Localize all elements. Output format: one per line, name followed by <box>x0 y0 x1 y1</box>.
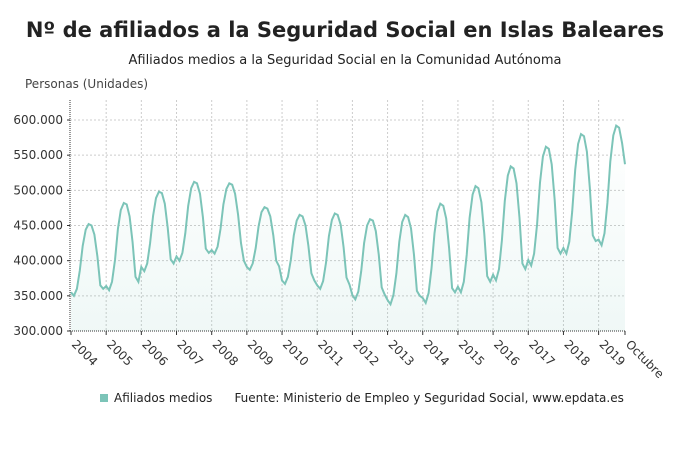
y-tick-label: 350.000 <box>13 289 63 303</box>
y-tick-label: 550.000 <box>13 148 63 162</box>
y-tick-label: 400.000 <box>13 254 63 268</box>
series-line-afiliados-medios <box>70 123 626 307</box>
chart-title: Nº de afiliados a la Seguridad Social en… <box>25 18 665 42</box>
x-tick-label: 2006 <box>139 337 170 368</box>
x-tick-label: Octubre <box>623 337 667 381</box>
legend-swatch <box>100 394 108 402</box>
source-text: Fuente: Ministerio de Empleo y Seguridad… <box>234 391 624 405</box>
legend-label[interactable]: Afiliados medios <box>114 391 213 405</box>
x-tick-label: 2015 <box>456 337 487 368</box>
x-tick-label: 2008 <box>210 337 241 368</box>
x-tick-label: 2011 <box>315 337 346 368</box>
x-tick-label: 2018 <box>561 337 592 368</box>
y-tick-label: 600.000 <box>13 113 63 127</box>
area-fill <box>71 125 625 331</box>
x-tick-label: 2010 <box>280 337 311 368</box>
legend: Afiliados medios Fuente: Ministerio de E… <box>100 391 624 405</box>
x-tick-label: 2013 <box>385 337 416 368</box>
x-tick-label: 2005 <box>104 337 135 368</box>
x-tick-label: 2016 <box>491 337 522 368</box>
chart-subtitle: Afiliados medios a la Seguridad Social e… <box>128 53 562 68</box>
x-tick-label: 2014 <box>421 337 452 368</box>
y-axis-label: Personas (Unidades) <box>25 77 149 91</box>
x-tick-label: 2004 <box>69 337 100 368</box>
y-tick-label: 300.000 <box>13 324 63 338</box>
y-tick-label: 500.000 <box>13 183 63 197</box>
y-tick-label: 450.000 <box>13 219 63 233</box>
x-tick-label: 2019 <box>596 337 627 368</box>
x-tick-label: 2012 <box>350 337 381 368</box>
x-tick-label: 2009 <box>245 337 276 368</box>
x-tick-label: 2007 <box>174 337 205 368</box>
x-tick-label: 2017 <box>526 337 557 368</box>
